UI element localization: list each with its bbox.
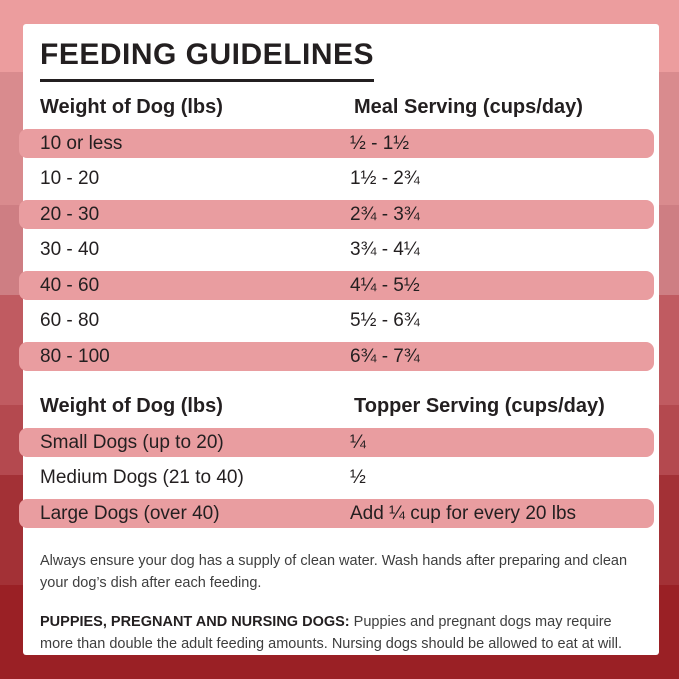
table-row: 40 - 60 4¼ - 5½ bbox=[19, 271, 654, 300]
water-note: Always ensure your dog has a supply of c… bbox=[40, 553, 628, 592]
table-row: 80 - 100 6¾ - 7¾ bbox=[19, 342, 654, 371]
meal-header-serving: Meal Serving (cups/day) bbox=[354, 96, 583, 118]
topper-header-weight: Weight of Dog (lbs) bbox=[40, 395, 223, 417]
weight-cell: 20 - 30 bbox=[40, 203, 100, 225]
table-row: 60 - 80 5½ - 6¾ bbox=[19, 307, 654, 336]
table-row: 20 - 30 2¾ - 3¾ bbox=[19, 200, 654, 229]
table-row: 30 - 40 3¾ - 4¼ bbox=[19, 236, 654, 265]
weight-cell: 10 - 20 bbox=[40, 168, 100, 189]
weight-cell: Medium Dogs (21 to 40) bbox=[40, 467, 244, 488]
topper-table: Small Dogs (up to 20) ¼ Medium Dogs (21 … bbox=[19, 428, 659, 528]
meal-table-header: Weight of Dog (lbs) Meal Serving (cups/d… bbox=[23, 96, 659, 119]
weight-cell: 30 - 40 bbox=[40, 239, 100, 260]
serving-cell: 3¾ - 4¼ bbox=[350, 239, 420, 260]
serving-cell: ½ bbox=[350, 467, 366, 488]
table-row: 10 or less ½ - 1½ bbox=[19, 129, 654, 158]
serving-cell: ¼ bbox=[350, 431, 366, 453]
serving-cell: 2¾ - 3¾ bbox=[350, 203, 420, 225]
puppies-note: PUPPIES, PREGNANT AND NURSING DOGS: Pupp… bbox=[40, 611, 639, 656]
guidelines-card: FEEDING GUIDELINES Weight of Dog (lbs) M… bbox=[19, 24, 659, 656]
serving-cell: 1½ - 2¾ bbox=[350, 168, 420, 189]
serving-cell: 6¾ - 7¾ bbox=[350, 345, 420, 367]
meal-table: 10 or less ½ - 1½ 10 - 20 1½ - 2¾ 20 - 3… bbox=[19, 129, 659, 371]
weight-cell: 60 - 80 bbox=[40, 310, 100, 331]
weight-cell: 80 - 100 bbox=[40, 345, 110, 367]
table-row: Large Dogs (over 40) Add ¼ cup for every… bbox=[19, 499, 654, 528]
serving-cell: 5½ - 6¾ bbox=[350, 310, 420, 331]
serving-cell: 4¼ - 5½ bbox=[350, 274, 420, 296]
serving-cell: ½ - 1½ bbox=[350, 132, 410, 154]
weight-cell: 10 or less bbox=[40, 132, 123, 154]
puppies-note-text: Puppies and pregnant dogs may require mo… bbox=[40, 613, 622, 653]
serving-cell: Add ¼ cup for every 20 lbs bbox=[350, 502, 577, 524]
topper-header-serving: Topper Serving (cups/day) bbox=[354, 395, 605, 417]
table-row: Small Dogs (up to 20) ¼ bbox=[19, 428, 654, 457]
page-title: FEEDING GUIDELINES bbox=[40, 40, 375, 82]
weight-cell: Large Dogs (over 40) bbox=[40, 502, 220, 524]
weight-cell: 40 - 60 bbox=[40, 274, 100, 296]
meal-header-weight: Weight of Dog (lbs) bbox=[40, 96, 223, 118]
table-row: Medium Dogs (21 to 40) ½ bbox=[19, 464, 654, 493]
care-notes: Always ensure your dog has a supply of c… bbox=[40, 550, 639, 656]
puppies-note-label: PUPPIES, PREGNANT AND NURSING DOGS: bbox=[40, 613, 350, 630]
weight-cell: Small Dogs (up to 20) bbox=[40, 431, 224, 453]
table-row: 10 - 20 1½ - 2¾ bbox=[19, 165, 654, 194]
topper-table-header: Weight of Dog (lbs) Topper Serving (cups… bbox=[23, 395, 659, 418]
